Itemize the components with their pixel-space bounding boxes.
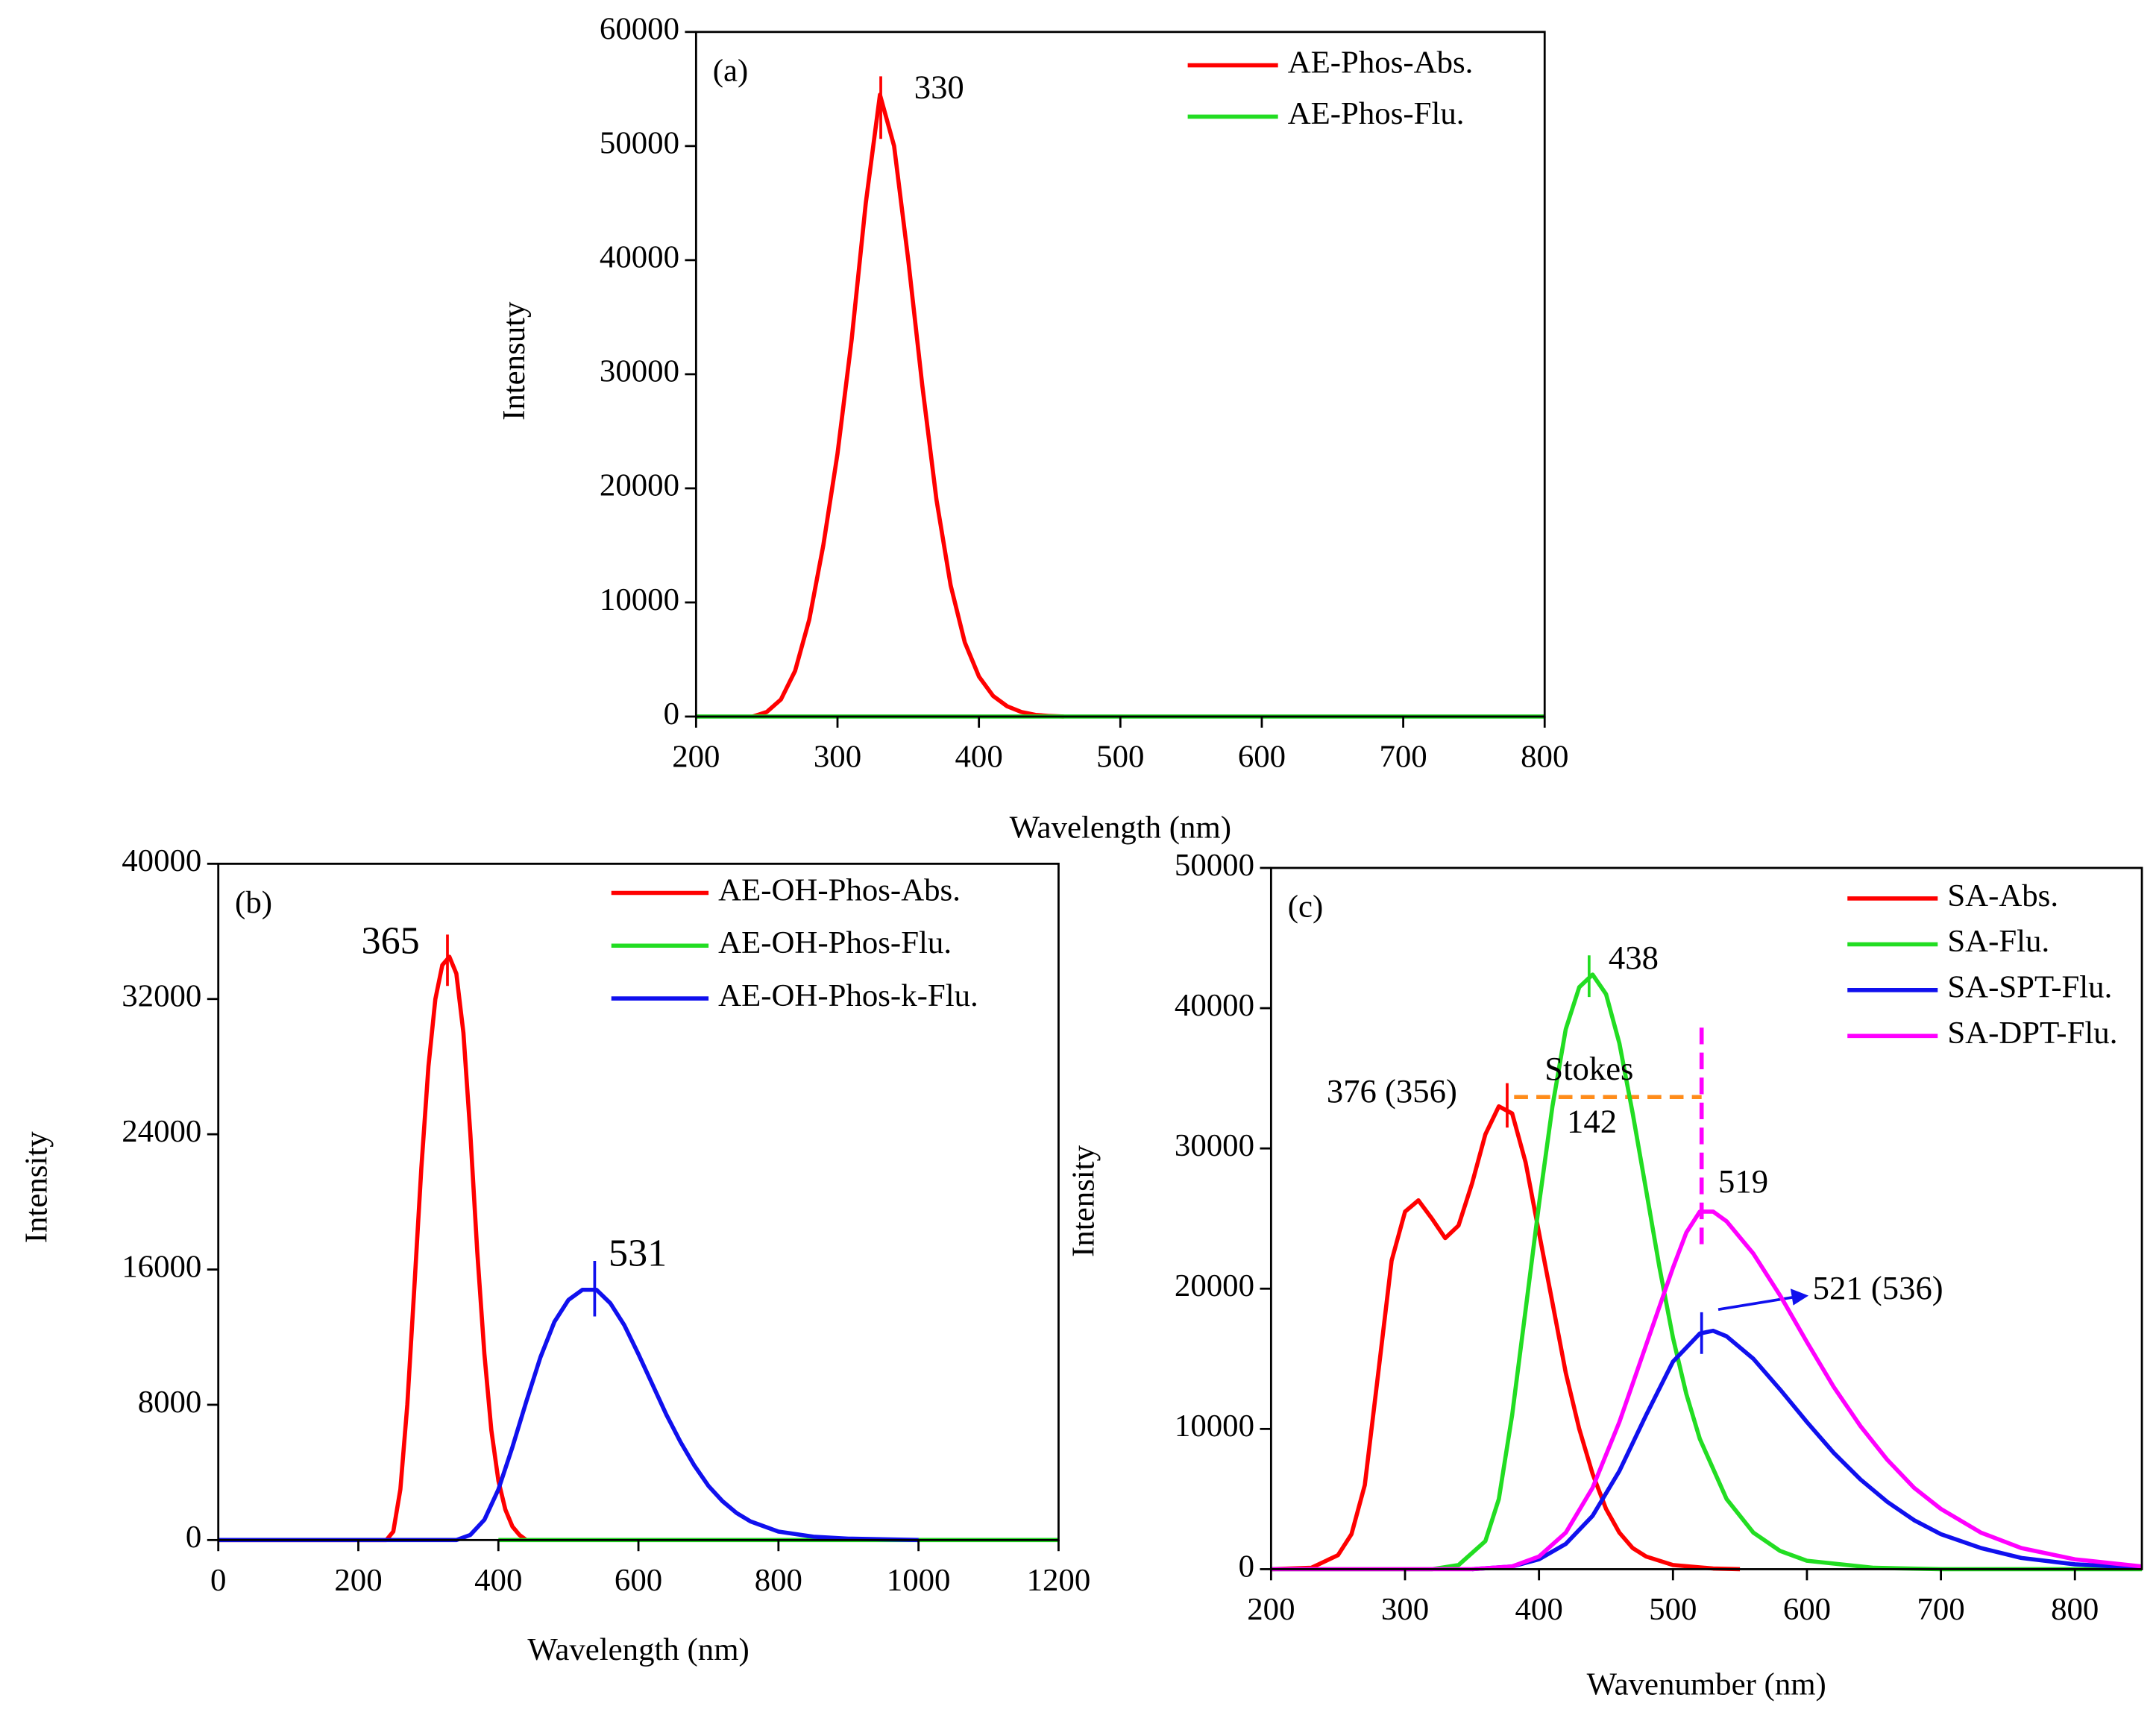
x-tick-label: 200 [672,740,720,775]
annotation: 376 (356) [1327,1072,1457,1110]
x-tick-label: 800 [1521,740,1568,775]
y-tick-label: 50000 [600,126,679,161]
legend-label: SA-Abs. [1947,878,2058,913]
x-axis-label: Wavelength (nm) [1010,811,1231,846]
x-tick-label: 300 [1381,1592,1429,1627]
y-axis-label: Intensity [19,1131,54,1243]
y-tick-label: 50000 [1175,848,1254,883]
data-line [752,92,1064,719]
data-line [218,954,528,1543]
y-tick-label: 30000 [600,354,679,389]
legend-label: AE-OH-Phos-Flu. [718,925,952,960]
legend-label: AE-Phos-Flu. [1288,96,1465,131]
x-tick-label: 800 [755,1563,802,1598]
y-tick-label: 20000 [1175,1268,1254,1303]
y-tick-label: 60000 [600,12,679,47]
y-tick-label: 32000 [122,979,201,1014]
legend-label: SA-Flu. [1947,924,2049,959]
x-tick-label: 400 [474,1563,522,1598]
x-tick-label: 200 [1247,1592,1295,1627]
x-tick-label: 700 [1379,740,1427,775]
y-tick-label: 10000 [1175,1409,1254,1444]
x-tick-label: 200 [334,1563,382,1598]
y-tick-label: 20000 [600,468,679,503]
annotation: Stokes [1544,1050,1633,1087]
annotation: 521 (536) [1813,1269,1943,1306]
legend-label: AE-OH-Phos-Abs. [718,872,961,907]
y-tick-label: 0 [1239,1549,1254,1584]
x-tick-label: 600 [615,1563,662,1598]
data-line [218,1287,919,1543]
panel-label: (a) [713,54,749,89]
data-line [1271,1104,1741,1572]
legend-label: SA-DPT-Flu. [1947,1016,2117,1051]
y-tick-label: 16000 [122,1249,201,1284]
data-line [1271,972,2143,1572]
y-tick-label: 0 [186,1520,201,1555]
y-tick-label: 40000 [600,240,679,275]
x-tick-label: 500 [1096,740,1144,775]
annotation: 365 [362,919,420,962]
annotation: 438 [1609,939,1659,976]
legend-label: SA-SPT-Flu. [1947,970,2112,1005]
plot-frame [217,862,1060,1541]
legend-label: AE-Phos-Abs. [1288,45,1474,80]
annotation: 142 [1567,1103,1617,1140]
x-tick-label: 500 [1649,1592,1697,1627]
annotation: 519 [1718,1162,1768,1200]
y-tick-label: 40000 [1175,988,1254,1023]
x-axis-label: Wavenumber (nm) [1587,1667,1826,1702]
x-tick-label: 400 [955,740,1003,775]
annotation: 330 [914,68,964,105]
y-tick-label: 40000 [122,843,201,878]
x-tick-label: 300 [814,740,861,775]
x-tick-label: 800 [2051,1592,2099,1627]
y-tick-label: 30000 [1175,1128,1254,1163]
x-tick-label: 600 [1783,1592,1831,1627]
arrow-head [1790,1288,1809,1306]
y-axis-label: Intensuty [497,301,532,421]
y-tick-label: 8000 [138,1385,202,1420]
panel-label: (c) [1288,890,1324,925]
x-tick-label: 400 [1515,1592,1563,1627]
y-tick-label: 24000 [122,1114,201,1149]
x-tick-label: 1200 [1027,1563,1091,1598]
y-tick-label: 10000 [600,582,679,617]
x-tick-label: 0 [210,1563,226,1598]
legend-label: AE-OH-Phos-k-Flu. [718,978,978,1013]
x-tick-label: 1000 [887,1563,951,1598]
annotation: 531 [609,1232,667,1274]
data-line [1271,1209,2143,1572]
plot-frame [694,31,1546,718]
y-axis-label: Intensity [1066,1145,1101,1256]
x-axis-label: Wavelength (nm) [527,1632,749,1667]
x-tick-label: 700 [1917,1592,1964,1627]
y-tick-label: 0 [664,696,679,731]
plot-frame [1269,866,2143,1570]
data-line [1471,1328,2143,1572]
x-tick-label: 600 [1238,740,1286,775]
panel-label: (b) [235,885,272,920]
